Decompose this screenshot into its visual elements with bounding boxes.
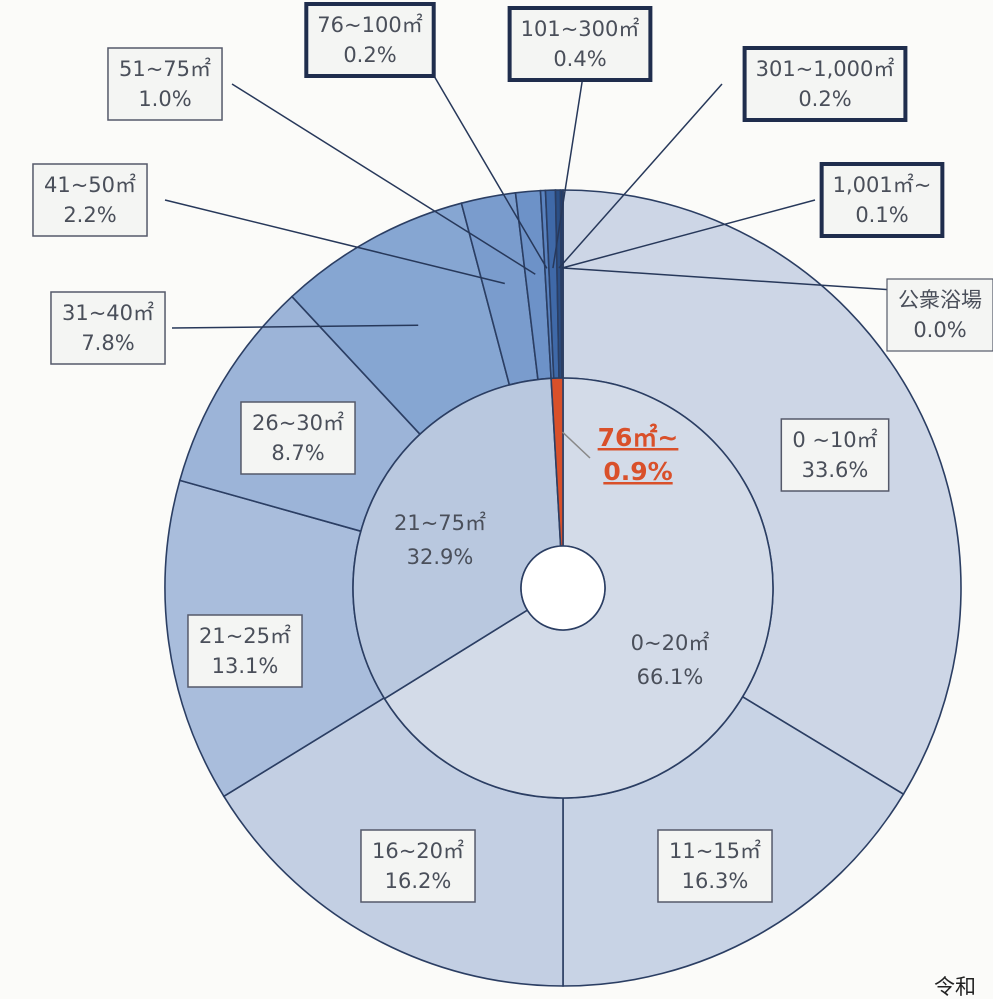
label: 41~50㎡ 2.2% [32, 163, 148, 237]
value-label: 16.2% [385, 869, 452, 893]
label-box [360, 829, 476, 903]
value-label: 2.2% [63, 203, 116, 227]
label-box [780, 418, 890, 492]
inner-category-label: 76㎡~ [598, 423, 679, 452]
leader-line [558, 83, 723, 269]
label: 1,001㎡~ 0.1% [819, 162, 945, 238]
category-label: 1,001㎡~ [833, 173, 932, 197]
value-label: 8.7% [271, 441, 324, 465]
slices [164, 189, 962, 987]
category-label: 101~300㎡ [521, 17, 640, 41]
value-label: 0.2% [798, 87, 851, 111]
value-label: 0.0% [913, 318, 966, 342]
category-label: 31~40㎡ [62, 301, 154, 325]
inner-value-label: 66.1% [637, 665, 704, 689]
category-label: 0 ~10㎡ [792, 428, 877, 452]
category-label: 21~25㎡ [199, 624, 291, 648]
label-box [507, 6, 653, 82]
label: 301~1,000㎡ 0.2% [742, 46, 908, 122]
label: 公衆浴場 0.0% [886, 278, 993, 352]
leader-line [231, 83, 536, 275]
value-label: 7.8% [81, 331, 134, 355]
leader-line [164, 199, 505, 285]
category-label: 51~75㎡ [119, 57, 211, 81]
category-label: 41~50㎡ [44, 173, 136, 197]
value-label: 1.0% [138, 87, 191, 111]
label-box [742, 46, 908, 122]
labels: 0 ~10㎡ 33.6% 11~15㎡ 16.3% 16~20㎡ 16.2% 21~25㎡ 1… [32, 2, 993, 903]
label-box [657, 829, 773, 903]
category-label: 301~1,000㎡ [756, 57, 895, 81]
leader-line [561, 199, 816, 269]
label: 101~300㎡ 0.4% [507, 6, 653, 82]
label-box [240, 401, 356, 475]
value-label: 0.1% [855, 203, 908, 227]
value-label: 13.1% [212, 654, 279, 678]
value-label: 33.6% [802, 458, 869, 482]
label-box [32, 163, 148, 237]
leader-line [561, 431, 591, 459]
category-label: 11~15㎡ [669, 839, 761, 863]
label: 16~20㎡ 16.2% [360, 829, 476, 903]
label-box [50, 291, 166, 365]
label: 11~15㎡ 16.3% [657, 829, 773, 903]
inner-category-label: 0~20㎡ [631, 631, 710, 655]
category-label: 26~30㎡ [252, 411, 344, 435]
label-box [107, 47, 223, 121]
label-box [187, 614, 303, 688]
inner-category-label: 21~75㎡ [394, 511, 486, 535]
value-label: 0.4% [553, 47, 606, 71]
category-label: 16~20㎡ [372, 839, 464, 863]
hole [520, 545, 606, 631]
inner-value-label: 32.9% [407, 545, 474, 569]
label-box [819, 162, 945, 238]
label-box [304, 2, 436, 78]
leader-line [552, 75, 584, 269]
leader-line [562, 267, 894, 291]
leaders [164, 51, 894, 459]
label: 21~25㎡ 13.1% [187, 614, 303, 688]
value-label: 0.2% [343, 43, 396, 67]
label: 26~30㎡ 8.7% [240, 401, 356, 475]
annotation: 令和 [934, 975, 976, 999]
leader-line [419, 51, 548, 269]
label: 31~40㎡ 7.8% [50, 291, 166, 365]
category-label: 公衆浴場 [898, 288, 982, 312]
leader-line [171, 324, 419, 329]
label-box [886, 278, 993, 352]
label: 51~75㎡ 1.0% [107, 47, 223, 121]
label: 0 ~10㎡ 33.6% [780, 418, 890, 492]
inner-value-label: 0.9% [603, 457, 672, 486]
category-label: 76~100㎡ [317, 13, 422, 37]
value-label: 16.3% [682, 869, 749, 893]
label: 76~100㎡ 0.2% [304, 2, 436, 78]
